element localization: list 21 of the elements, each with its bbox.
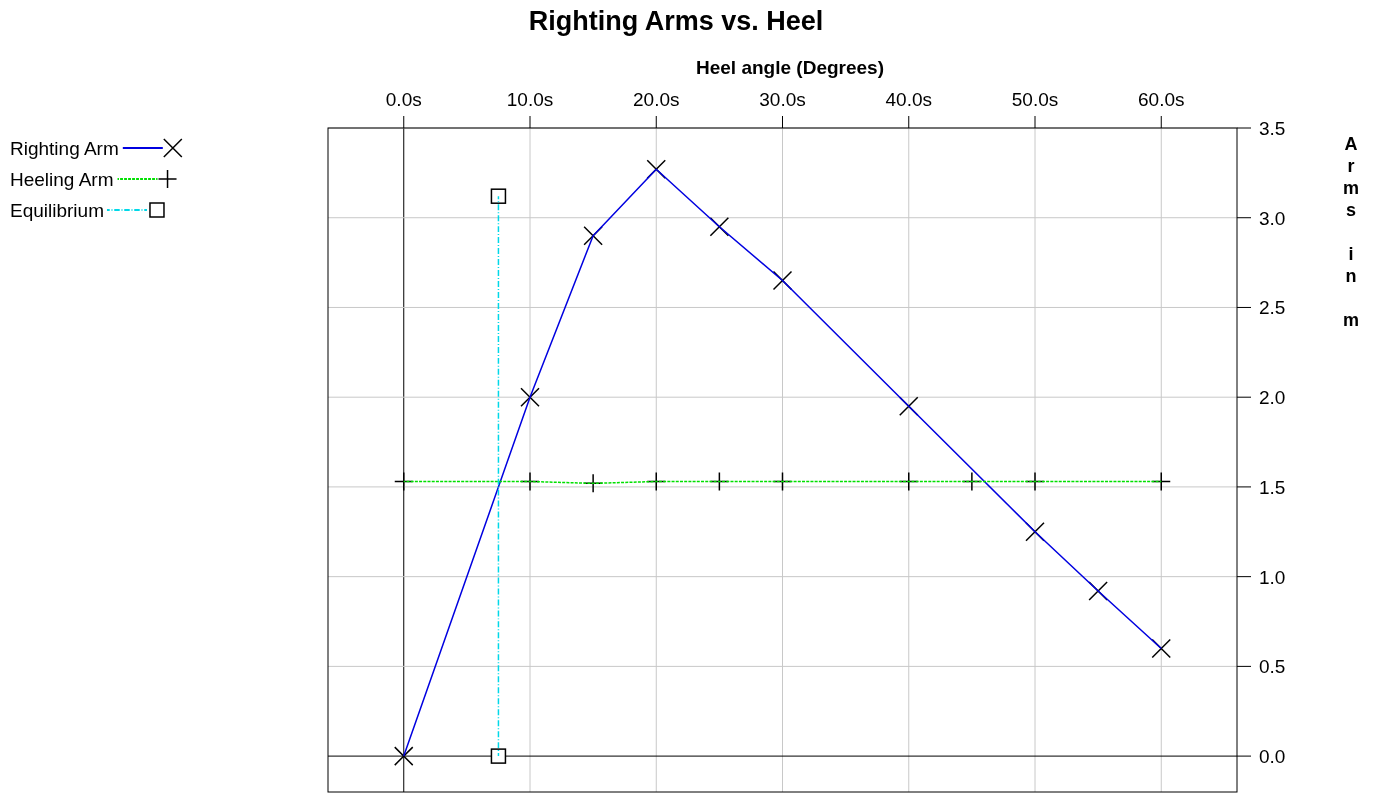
chart-title: Righting Arms vs. Heel xyxy=(528,6,824,36)
y-tick-label: 1.5 xyxy=(1259,476,1286,498)
legend-label: Equilibrium xyxy=(10,200,104,221)
y-tick-label: 1.0 xyxy=(1259,566,1286,588)
x-tick-label: 10.0s xyxy=(506,89,554,110)
x-tick-label: 20.0s xyxy=(633,89,680,110)
y-tick-label: 0.5 xyxy=(1259,656,1286,678)
x-tick-label: 30.0s xyxy=(759,89,806,110)
y-tick-label: 2.5 xyxy=(1259,297,1286,319)
y-tick-label: 3.0 xyxy=(1259,207,1286,229)
x-axis-title: Heel angle (Degrees) xyxy=(696,57,884,78)
x-tick-label: 40.0s xyxy=(885,89,932,110)
y-tick-label: 3.5 xyxy=(1259,118,1286,139)
y-tick-label: 0.0 xyxy=(1259,746,1286,768)
text: Arms in m xyxy=(1342,134,1360,330)
legend-label: Heeling Arm xyxy=(10,169,114,190)
legend-label: Righting Arm xyxy=(10,138,119,159)
x-tick-label: 0.0s xyxy=(385,89,422,110)
x-tick-label: 60.0s xyxy=(1138,89,1185,110)
y-tick-label: 2.0 xyxy=(1259,387,1286,409)
x-tick-label: 50.0s xyxy=(1011,89,1059,110)
